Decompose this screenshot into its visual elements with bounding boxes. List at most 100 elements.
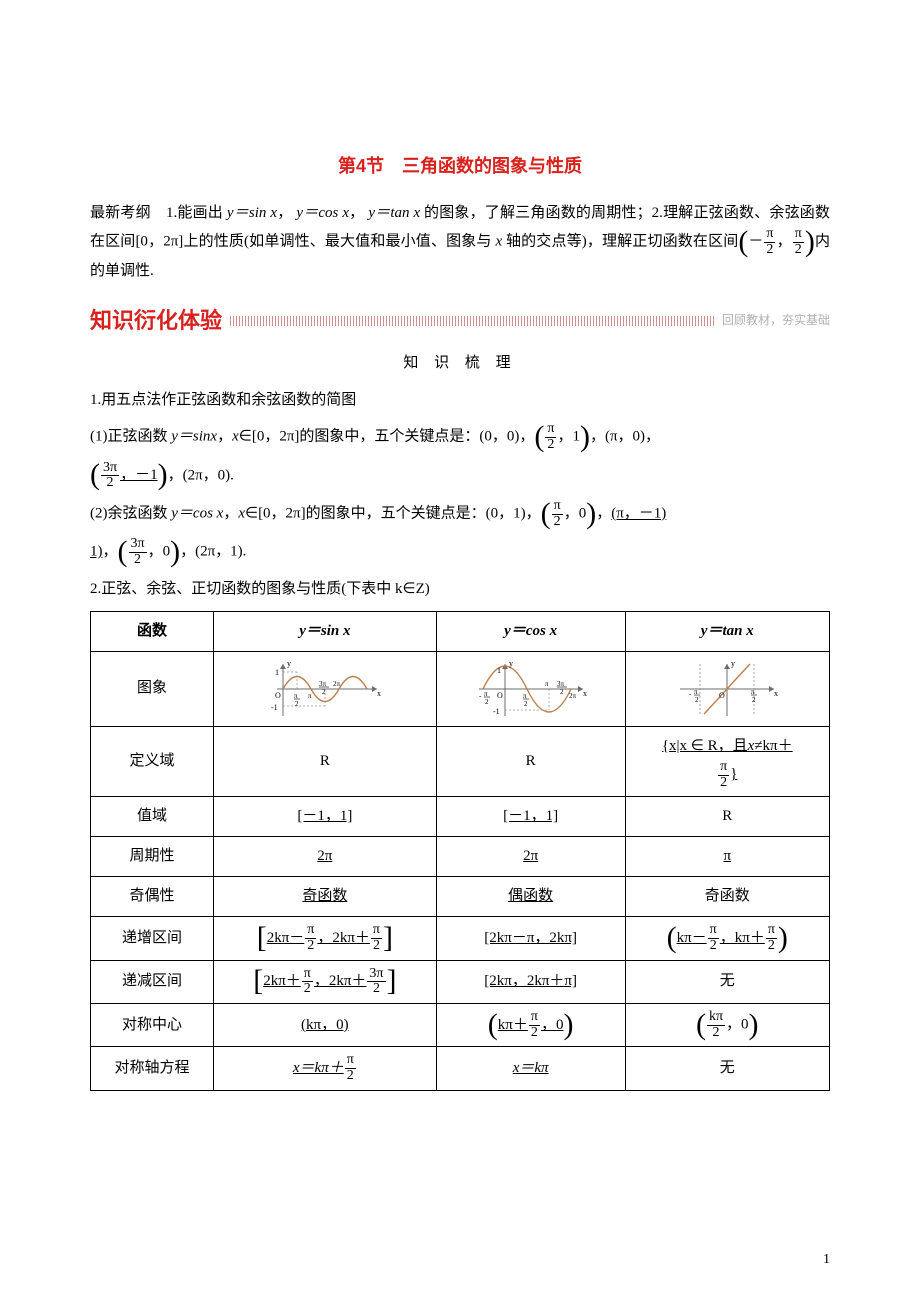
svg-text:2π: 2π <box>333 680 341 688</box>
p2-fn: y＝cos x <box>171 506 223 522</box>
intro-fn-sin: y＝sin x <box>227 205 277 221</box>
svg-text:2: 2 <box>695 696 699 704</box>
svg-text:x: x <box>377 689 381 698</box>
svg-text:O: O <box>719 691 725 700</box>
inc-cos: [2kπ－π，2kπ] <box>436 917 625 960</box>
point1-p2: (2)余弦函数 y＝cos x，x∈[0，2π]的图象中，五个关键点是：(0，1… <box>90 499 830 529</box>
svg-text:x: x <box>774 689 778 698</box>
dec-cos: [2kπ，2kπ＋π] <box>436 960 625 1003</box>
p1-a: (1)正弦函数 <box>90 429 171 445</box>
svg-text:2π: 2π <box>569 692 577 700</box>
axis-sin: x＝kπ＋π2 <box>213 1047 436 1090</box>
svg-text:y: y <box>731 659 735 668</box>
center-sin: (kπ，0) <box>213 1003 436 1046</box>
point1-p2b: 1)，(3π2，0)，(2π，1). <box>90 537 830 567</box>
row-label-domain: 定义域 <box>91 726 214 796</box>
table-row-range: 值域 [－1，1] [－1，1] R <box>91 797 830 837</box>
intro-frac-2: π2 <box>793 227 804 257</box>
p1-b: ， <box>217 429 232 445</box>
p2-pt4-frac: 3π2 <box>129 537 147 567</box>
table-row-period: 周期性 2π 2π π <box>91 837 830 877</box>
banner-stripes <box>230 316 714 326</box>
p1-dom: ∈[0，2π]的图象中，五个关键点是：(0，0)， <box>239 429 535 445</box>
parity-sin: 奇函数 <box>213 877 436 917</box>
p2-pt2-val: ，0 <box>564 506 587 522</box>
table-row-domain: 定义域 R R {x|x ∈ R，且x≠kπ＋ π2} <box>91 726 830 796</box>
center-tan: (kπ2，0) <box>625 1003 830 1046</box>
intro-lead: 最新考纲 1.能画出 <box>90 205 227 221</box>
p1-pt4-val: ，－1 <box>120 467 158 483</box>
dec-tan: 无 <box>625 960 830 1003</box>
svg-text:O: O <box>497 691 503 700</box>
period-cos: 2π <box>436 837 625 877</box>
inc-sin: [2kπ－π2，2kπ＋π2] <box>213 917 436 960</box>
p1-d: ，(2π，0). <box>168 467 234 483</box>
svg-text:y: y <box>509 659 513 668</box>
graph-sin-cell: y x 1 -1 O π 2 π 3π 2 2π <box>213 651 436 726</box>
p2-b: ， <box>223 506 238 522</box>
p2-pt3: (π，－1) <box>611 506 666 522</box>
banner-label: 知识衍化体验 <box>90 301 222 341</box>
row-label-range: 值域 <box>91 797 214 837</box>
svg-text:1: 1 <box>497 666 501 675</box>
p1-pt2-frac: π2 <box>545 422 556 452</box>
intro-paragraph: 最新考纲 1.能画出 y＝sin x， y＝cos x， y＝tan x 的图象… <box>90 200 830 284</box>
period-sin: 2π <box>213 837 436 877</box>
point2: 2.正弦、余弦、正切函数的图象与性质(下表中 k∈Z) <box>90 576 830 603</box>
svg-text:-: - <box>689 690 692 698</box>
point1-heading: 1.用五点法作正弦函数和余弦函数的简图 <box>90 387 830 414</box>
graph-sin: y x 1 -1 O π 2 π 3π 2 2π <box>265 658 385 720</box>
page-number: 1 <box>823 1247 830 1272</box>
p1-c: ，(π，0)， <box>590 429 660 445</box>
graph-cos-cell: y x 1 -1 O - π 2 π 2 π 3π 2 2π <box>436 651 625 726</box>
point1-p1b: (3π2，－1)，(2π，0). <box>90 461 830 491</box>
p2-dom: ∈[0，2π]的图象中，五个关键点是：(0，1)， <box>245 506 541 522</box>
range-cos: [－1，1] <box>436 797 625 837</box>
svg-text:2: 2 <box>295 700 299 708</box>
intro-frac-1: π2 <box>764 227 775 257</box>
intro-fn-cos: y＝cos x <box>296 205 349 221</box>
svg-text:π: π <box>308 692 312 700</box>
p1-pt2-val: ，1 <box>557 429 580 445</box>
p2-a: (2)余弦函数 <box>90 506 171 522</box>
p2-d: ， <box>103 544 118 560</box>
svg-text:-: - <box>479 692 482 700</box>
p2-e: ，(2π，1). <box>180 544 246 560</box>
th-sin: y＝sin x <box>213 611 436 651</box>
intro-fn-tan: y＝tan x <box>368 205 420 221</box>
th-cos: y＝cos x <box>436 611 625 651</box>
svg-text:1: 1 <box>275 668 279 677</box>
inc-tan: (kπ－π2，kπ＋π2) <box>625 917 830 960</box>
parity-cos: 偶函数 <box>436 877 625 917</box>
range-tan: R <box>625 797 830 837</box>
row-label-inc: 递增区间 <box>91 917 214 960</box>
center-cos: (kπ＋π2，0) <box>436 1003 625 1046</box>
svg-text:2: 2 <box>752 696 756 704</box>
svg-text:-1: -1 <box>271 703 278 712</box>
period-tan: π <box>625 837 830 877</box>
svg-text:O: O <box>275 691 281 700</box>
p2-domx: x <box>238 506 245 522</box>
p2-pt3-cont: 1) <box>90 544 103 560</box>
table-row-parity: 奇偶性 奇函数 偶函数 奇函数 <box>91 877 830 917</box>
row-label-center: 对称中心 <box>91 1003 214 1046</box>
row-label-graph: 图象 <box>91 651 214 726</box>
intro-mid2: 轴的交点等)，理解正切函数在区间 <box>502 234 738 250</box>
point1-p1: (1)正弦函数 y＝sinx，x∈[0，2π]的图象中，五个关键点是：(0，0)… <box>90 422 830 452</box>
sub-heading: 知 识 梳 理 <box>90 350 830 377</box>
svg-text:2: 2 <box>485 698 489 706</box>
svg-text:2: 2 <box>524 700 528 708</box>
row-label-period: 周期性 <box>91 837 214 877</box>
svg-text:y: y <box>287 659 291 668</box>
properties-table: 函数 y＝sin x y＝cos x y＝tan x 图象 y <box>90 611 830 1091</box>
row-label-dec: 递减区间 <box>91 960 214 1003</box>
graph-tan: y x O - π 2 π 2 <box>672 658 782 720</box>
svg-text:x: x <box>583 689 587 698</box>
intro-neg: － <box>748 234 763 250</box>
graph-tan-cell: y x O - π 2 π 2 <box>625 651 830 726</box>
table-row-center: 对称中心 (kπ，0) (kπ＋π2，0) (kπ2，0) <box>91 1003 830 1046</box>
p2-c: ， <box>596 506 611 522</box>
svg-text:2: 2 <box>322 688 326 696</box>
domain-tan: {x|x ∈ R，且x≠kπ＋ π2} <box>625 726 830 796</box>
svg-text:-1: -1 <box>493 707 500 716</box>
